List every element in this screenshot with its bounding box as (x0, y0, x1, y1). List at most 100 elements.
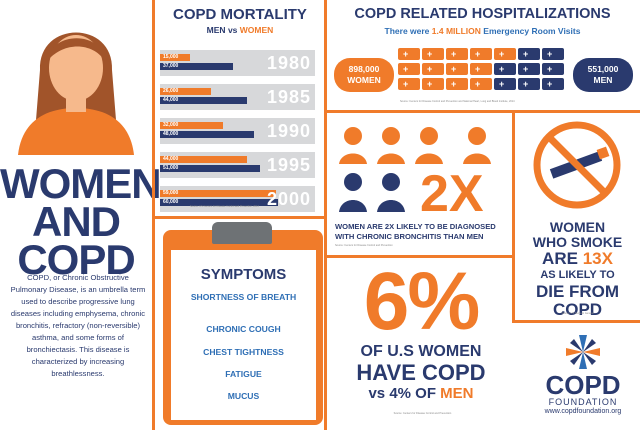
ambulance-icon: + (518, 48, 540, 60)
mortality-source: Source: US Centers for Disease Control a… (190, 205, 259, 208)
smoke-line3-pre: ARE (542, 249, 578, 268)
bar-year-label: 1995 (266, 155, 311, 175)
smoke-line1: WOMEN (549, 219, 606, 235)
ambulance-cross-icon: + (523, 79, 529, 89)
six-source: Source: Centers for Disease Control and … (393, 412, 452, 415)
women-hosp-value: 898,000 (348, 64, 380, 74)
bar-women-label: 44,000 (163, 156, 179, 162)
bar-women (160, 156, 247, 163)
mortality-bar-row: 26,000 44,000 1985 (160, 84, 315, 110)
ambulance-icon: + (494, 48, 516, 60)
bar-men-label: 60,000 (163, 199, 179, 205)
subtitle-women: WOMEN (239, 25, 274, 35)
bar-women (160, 190, 276, 197)
copd-foundation-sub: FOUNDATION (548, 397, 618, 407)
ambulance-icon: + (446, 63, 468, 75)
ambulance-cross-icon: + (451, 49, 457, 59)
bar-men (160, 199, 278, 206)
ambulance-cross-icon: + (427, 79, 433, 89)
woman-icon-extra (463, 127, 491, 164)
smoke-line5: DIE FROM (535, 282, 620, 301)
women-hosp-badge: 898,000 WOMEN (334, 58, 394, 92)
bar-women-label: 32,000 (163, 122, 179, 128)
bar-women (160, 122, 223, 129)
ambulance-icon: + (422, 63, 444, 75)
ambulance-icon: + (470, 63, 492, 75)
mortality-bar-row: 15,000 37,000 1980 (160, 50, 315, 76)
divider-mid (324, 0, 327, 430)
men-hosp-value: 551,000 (587, 64, 619, 74)
ambulance-cross-icon: + (499, 49, 505, 59)
title-line-women: WOMEN (0, 160, 162, 207)
ambulance-icon: + (470, 48, 492, 60)
ambulance-cross-icon: + (547, 79, 553, 89)
six-line3-pre: vs 4% OF (368, 385, 436, 402)
bar-men (160, 165, 260, 172)
symptom-mucus: MUCUS (227, 391, 260, 401)
smoking-stat: WOMEN WHO SMOKE ARE 13X AS LIKELY TO DIE… (515, 220, 640, 319)
ambulance-cross-icon: + (475, 64, 481, 74)
bar-women (160, 88, 211, 95)
ambulance-icon: + (494, 63, 516, 75)
six-line2: HAVE COPD (356, 360, 486, 385)
bar-men (160, 63, 233, 70)
symptom-shortness-of-breath: SHORTNESS OF BREATH (190, 292, 297, 302)
smoke-line2: WHO SMOKE (532, 234, 623, 250)
ambulance-cross-icon: + (499, 64, 505, 74)
ambulance-icon: + (398, 48, 420, 60)
ambulance-icon: + (542, 48, 564, 60)
ambulance-icon: + (470, 78, 492, 90)
mortality-bar-row: 32,000 48,000 1990 (160, 118, 315, 144)
bar-year-label: 1980 (266, 53, 311, 73)
bar-men-label: 44,000 (163, 97, 179, 103)
bar-men (160, 131, 254, 138)
mortality-subtitle: MEN vs WOMEN (165, 25, 315, 35)
people-icons (339, 127, 443, 212)
ambulance-icon: + (398, 78, 420, 90)
subtitle-men: MEN (206, 25, 226, 35)
mortality-bar-row: 59,000 60,000 2000 (160, 186, 315, 212)
ambulance-icon: + (422, 48, 444, 60)
symptom-fatigue: FATIGUE (225, 369, 262, 379)
copd-foundation-logo-icon[interactable] (563, 332, 603, 372)
divider-left (152, 0, 155, 430)
bar-men (160, 97, 247, 104)
ambulance-cross-icon: + (427, 64, 433, 74)
ambulance-icon: + (446, 48, 468, 60)
woman-illustration-panel (0, 0, 152, 155)
women-hosp-label: WOMEN (347, 75, 381, 85)
symptom-chronic-cough: CHRONIC COUGH (206, 324, 281, 334)
six-line3: vs 4% OF MEN (332, 385, 510, 403)
twox-source: Source: Centers for Disease Control and … (335, 244, 393, 247)
smoke-line3-num: 13X (582, 249, 613, 268)
bar-year-label: 2000 (266, 189, 311, 209)
symptoms-title: SYMPTOMS (200, 266, 287, 283)
copd-foundation-url[interactable]: www.copdfoundation.org (544, 408, 622, 415)
hosp-subtitle: There were 1.4 MILLION Emergency Room Vi… (330, 26, 635, 36)
title-line-and: AND (32, 198, 121, 245)
ambulance-cross-icon: + (403, 64, 409, 74)
ambulance-cross-icon: + (547, 64, 553, 74)
ambulance-cross-icon: + (475, 79, 481, 89)
ambulance-icon: + (542, 63, 564, 75)
ambulance-cross-icon: + (475, 49, 481, 59)
ambulance-cross-icon: + (403, 49, 409, 59)
ambulance-icon: + (542, 78, 564, 90)
ambulance-icon: + (446, 78, 468, 90)
men-hosp-badge: 551,000 MEN (573, 58, 633, 92)
bar-men-label: 48,000 (163, 131, 179, 137)
bar-women (160, 54, 190, 61)
hosp-sub-pre: There were (384, 26, 430, 36)
clipboard-paper (171, 250, 316, 420)
ambulance-cross-icon: + (451, 64, 457, 74)
ambulance-cross-icon: + (427, 49, 433, 59)
woman-avatar-icon (0, 0, 152, 155)
copd-foundation-name: COPD (545, 370, 621, 400)
bar-year-label: 1985 (266, 87, 311, 107)
ambulance-cross-icon: + (499, 79, 505, 89)
ambulance-cross-icon: + (403, 79, 409, 89)
ambulance-icon: + (398, 63, 420, 75)
bar-men-label: 51,000 (163, 165, 179, 171)
mortality-bar-row: 44,000 51,000 1995 (160, 152, 315, 178)
hosp-sub-num: 1.4 MILLION (431, 26, 481, 36)
